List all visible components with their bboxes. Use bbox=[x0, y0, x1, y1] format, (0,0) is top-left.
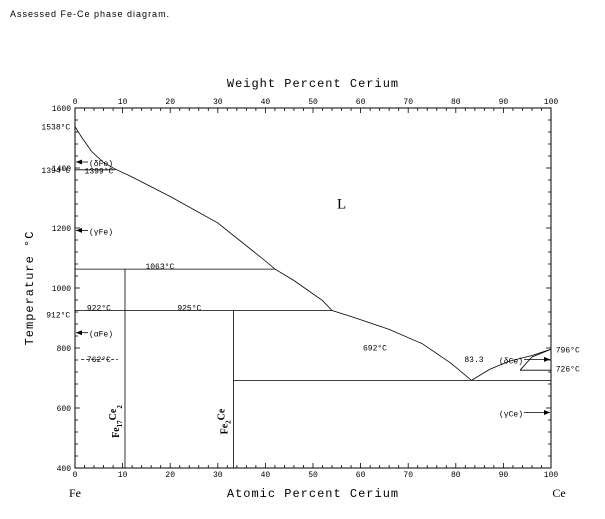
y-tick-label: 1600 bbox=[52, 105, 71, 114]
arrow-left-icon bbox=[76, 159, 82, 165]
arrow-left-icon bbox=[76, 330, 82, 336]
arrow-left-icon bbox=[76, 227, 82, 233]
end-label-right: Ce bbox=[552, 486, 565, 500]
x-tick-label: 60 bbox=[356, 471, 366, 480]
phase-label-liquid: L bbox=[337, 197, 346, 213]
phase-marker-label: (δFe) bbox=[89, 160, 113, 169]
figure-caption: Assessed Fe-Ce phase diagram. bbox=[10, 9, 171, 19]
top-axis-title: Weight Percent Cerium bbox=[227, 77, 399, 91]
y-tick-label: 800 bbox=[57, 345, 72, 354]
top-tick-label: 20 bbox=[165, 98, 175, 107]
temperature-label: 796°C bbox=[556, 347, 580, 356]
temperature-label: 692°C bbox=[363, 344, 387, 353]
temperature-label: 912°C bbox=[46, 311, 70, 320]
x-tick-label: 90 bbox=[499, 471, 509, 480]
arrow-right-icon bbox=[544, 410, 550, 415]
compound-label-fe2ce: Fe2Ce bbox=[217, 408, 233, 434]
temperature-label: 762°C bbox=[87, 356, 111, 365]
temperature-label: 1394°C bbox=[41, 167, 70, 176]
top-tick-label: 0 bbox=[73, 98, 78, 107]
plot-frame bbox=[74, 107, 552, 469]
y-tick-label: 600 bbox=[57, 405, 72, 414]
temperature-label: 1399°C bbox=[85, 167, 114, 176]
temperature-label: 1538°C bbox=[41, 124, 70, 133]
x-tick-label: 40 bbox=[261, 471, 271, 480]
temperature-label: 925°C bbox=[177, 305, 201, 314]
x-tick-label: 0 bbox=[73, 471, 78, 480]
x-tick-label: 100 bbox=[544, 471, 559, 480]
end-label-left: Fe bbox=[69, 486, 81, 500]
top-tick-label: 80 bbox=[451, 98, 461, 107]
top-tick-label: 40 bbox=[261, 98, 271, 107]
top-tick-label: 100 bbox=[544, 98, 559, 107]
x-tick-label: 30 bbox=[213, 471, 223, 480]
compound-label-fe17ce2: Fe17Ce2 bbox=[108, 405, 124, 438]
phase-marker-label: (αFe) bbox=[89, 331, 113, 340]
top-tick-label: 70 bbox=[403, 98, 413, 107]
y-tick-label: 400 bbox=[57, 465, 72, 474]
x-tick-label: 20 bbox=[165, 471, 175, 480]
y-tick-label: 1200 bbox=[52, 225, 71, 234]
phase-marker-label: (δCe) bbox=[499, 357, 523, 366]
temperature-label: 726°C bbox=[556, 365, 580, 374]
top-tick-label: 60 bbox=[356, 98, 366, 107]
top-tick-label: 90 bbox=[499, 98, 509, 107]
x-tick-label: 10 bbox=[118, 471, 128, 480]
temperature-label: 1063°C bbox=[145, 263, 174, 272]
solvus-curve bbox=[519, 348, 552, 371]
temperature-label: 83.3 bbox=[464, 356, 483, 365]
phase-marker-label: (γFe) bbox=[89, 228, 113, 237]
arrow-right-icon bbox=[544, 356, 550, 362]
x-tick-label: 80 bbox=[451, 471, 461, 480]
bottom-axis-title: Atomic Percent Cerium bbox=[227, 487, 399, 501]
temperature-label: 922°C bbox=[87, 305, 111, 314]
x-tick-label: 70 bbox=[403, 471, 413, 480]
phase-marker-label: (γCe) bbox=[499, 411, 523, 420]
liquidus-curve bbox=[74, 126, 552, 381]
y-tick-label: 1000 bbox=[52, 285, 71, 294]
top-tick-label: 30 bbox=[213, 98, 223, 107]
y-tick-label: 1400 bbox=[52, 165, 71, 174]
top-tick-label: 50 bbox=[308, 98, 318, 107]
y-axis-title: Temperature °C bbox=[23, 231, 37, 346]
x-tick-label: 50 bbox=[308, 471, 318, 480]
top-tick-label: 10 bbox=[118, 98, 128, 107]
